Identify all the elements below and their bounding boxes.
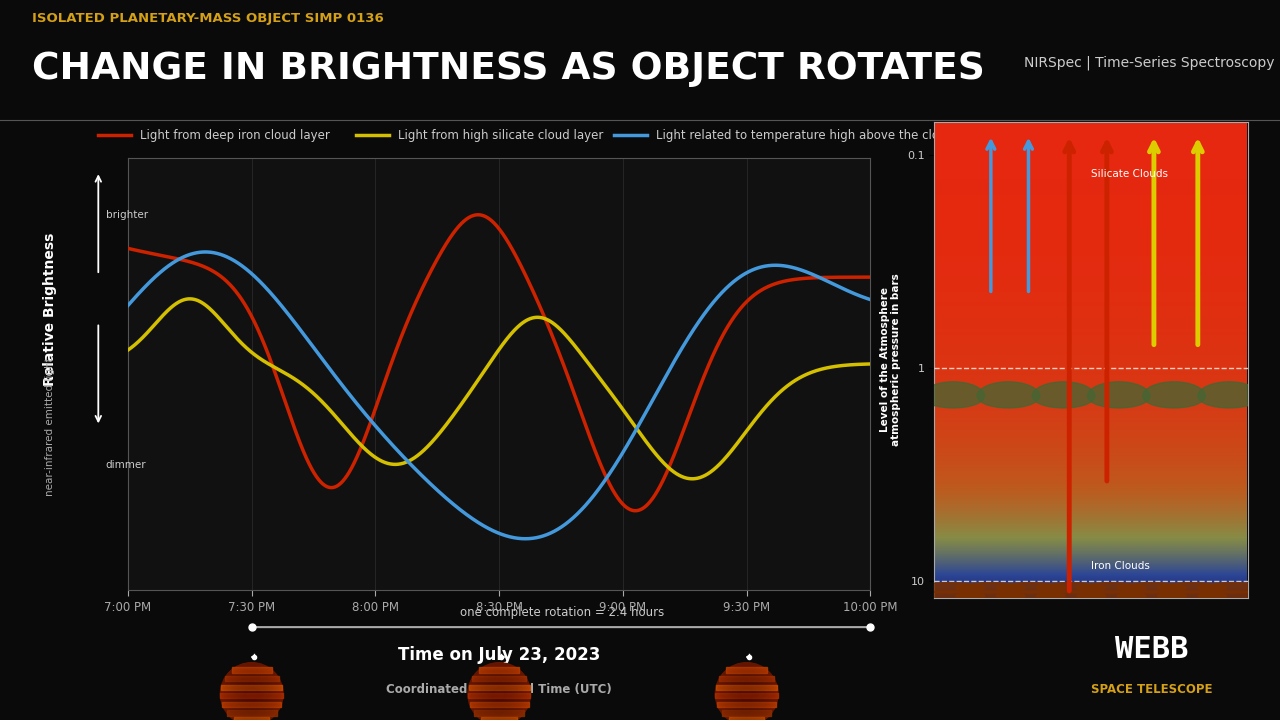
Ellipse shape: [1117, 591, 1187, 600]
Text: Light related to temperature high above the clouds: Light related to temperature high above …: [657, 128, 960, 142]
Ellipse shape: [1157, 591, 1226, 600]
Ellipse shape: [977, 382, 1039, 408]
Text: Relative Brightness: Relative Brightness: [44, 233, 58, 387]
Text: Iron Clouds: Iron Clouds: [1091, 561, 1149, 571]
Ellipse shape: [1037, 591, 1106, 600]
Text: one complete rotation = 2.4 hours: one complete rotation = 2.4 hours: [461, 606, 664, 619]
Text: SPACE TELESCOPE: SPACE TELESCOPE: [1092, 683, 1212, 696]
Ellipse shape: [996, 582, 1065, 593]
Text: Light from high silicate cloud layer: Light from high silicate cloud layer: [398, 128, 604, 142]
Ellipse shape: [922, 382, 984, 408]
Ellipse shape: [956, 582, 1025, 593]
Ellipse shape: [1076, 582, 1146, 593]
Text: Time on July 23, 2023: Time on July 23, 2023: [398, 647, 600, 664]
Ellipse shape: [1198, 591, 1267, 600]
Circle shape: [220, 662, 283, 720]
Text: dimmer: dimmer: [106, 460, 146, 470]
Text: CHANGE IN BRIGHTNESS AS OBJECT ROTATES: CHANGE IN BRIGHTNESS AS OBJECT ROTATES: [32, 51, 984, 87]
Ellipse shape: [1037, 582, 1106, 593]
Text: Silicate Clouds: Silicate Clouds: [1091, 169, 1169, 179]
Circle shape: [468, 662, 530, 720]
Ellipse shape: [1032, 382, 1094, 408]
Ellipse shape: [1198, 582, 1267, 593]
Ellipse shape: [1143, 382, 1206, 408]
Text: brighter: brighter: [106, 210, 148, 220]
Ellipse shape: [1076, 591, 1146, 600]
Ellipse shape: [956, 591, 1025, 600]
Ellipse shape: [996, 591, 1065, 600]
Text: near-infrared emitted light: near-infrared emitted light: [45, 357, 55, 495]
Circle shape: [716, 662, 778, 720]
Text: WEBB: WEBB: [1115, 634, 1189, 664]
Ellipse shape: [915, 582, 984, 593]
Ellipse shape: [1117, 582, 1187, 593]
Ellipse shape: [1088, 382, 1151, 408]
Ellipse shape: [915, 591, 984, 600]
Y-axis label: Level of the Atmosphere
atmospheric pressure in bars: Level of the Atmosphere atmospheric pres…: [879, 274, 901, 446]
Text: ISOLATED PLANETARY-MASS OBJECT SIMP 0136: ISOLATED PLANETARY-MASS OBJECT SIMP 0136: [32, 12, 384, 25]
Ellipse shape: [1157, 582, 1226, 593]
Text: Coordinated Universal Time (UTC): Coordinated Universal Time (UTC): [387, 683, 612, 696]
Text: Light from deep iron cloud layer: Light from deep iron cloud layer: [141, 128, 330, 142]
Text: NIRSpec | Time-Series Spectroscopy: NIRSpec | Time-Series Spectroscopy: [1024, 55, 1275, 70]
Ellipse shape: [1198, 382, 1261, 408]
